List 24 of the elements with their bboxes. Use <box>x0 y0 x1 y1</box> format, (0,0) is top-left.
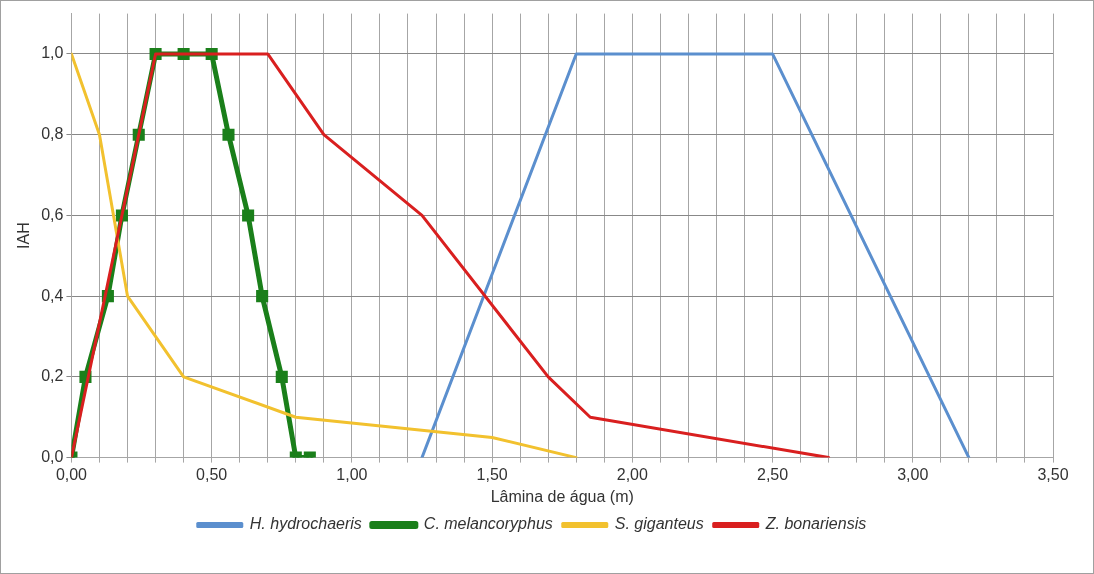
x-tick-label: 0,50 <box>196 465 228 483</box>
point <box>222 128 235 141</box>
point <box>275 370 288 383</box>
y-tick-label: 1,0 <box>41 44 64 62</box>
y-tick-label: 0,4 <box>41 286 64 304</box>
y-tick-label: 0,0 <box>41 448 64 466</box>
x-axis-title: Lâmina de água (m) <box>490 487 634 505</box>
y-tick-label: 0,8 <box>41 125 64 143</box>
y-tick-label: 0,2 <box>41 367 64 385</box>
legend-label: H. hydrochaeris <box>249 515 362 533</box>
x-tick-label: 2,00 <box>616 465 648 483</box>
y-axis-title: IAH <box>15 222 33 249</box>
x-tick-label: 1,50 <box>476 465 508 483</box>
x-tick-label: 3,50 <box>1037 465 1069 483</box>
x-tick-label: 2,50 <box>756 465 789 483</box>
point <box>242 209 255 222</box>
legend-label: C. melancoryphus <box>423 515 553 533</box>
legend-label: Z. bonariensis <box>764 515 867 533</box>
x-tick-label: 0,00 <box>55 465 88 483</box>
point <box>256 290 269 303</box>
legend-label: S. giganteus <box>614 515 704 533</box>
x-tick-label: 3,00 <box>897 465 929 483</box>
x-tick-label: 1,00 <box>336 465 368 483</box>
y-tick-label: 0,6 <box>41 205 64 223</box>
